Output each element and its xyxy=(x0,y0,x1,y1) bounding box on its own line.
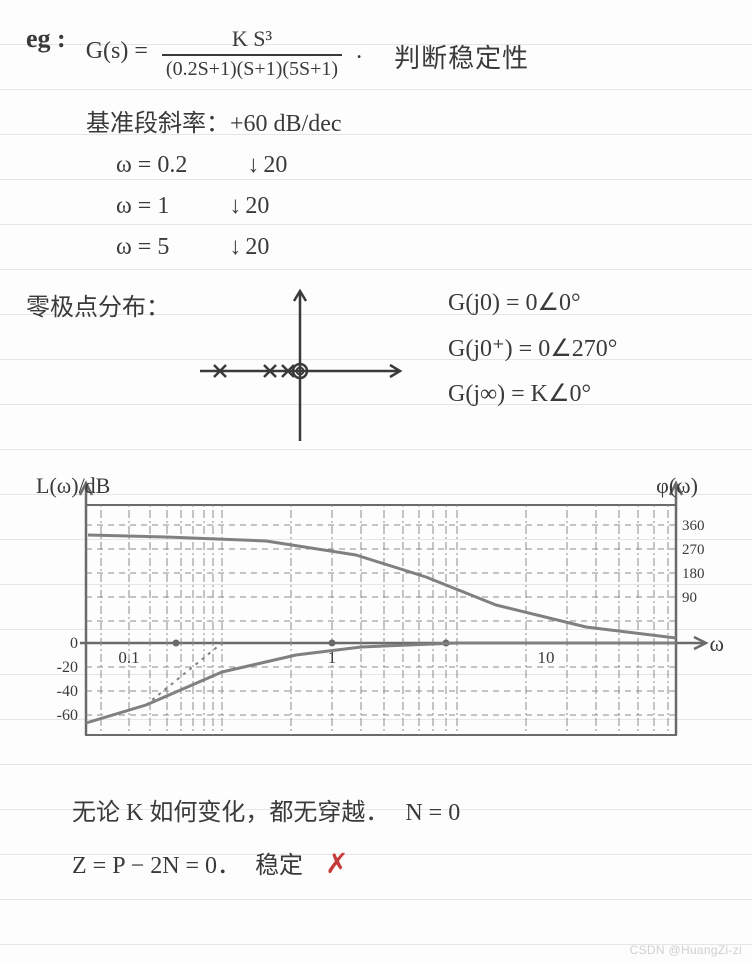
drop-arrow-icon: 20 xyxy=(247,152,287,179)
break-freq-block: ω = 0.2 20 ω = 1 20 ω = 5 20 xyxy=(116,152,726,261)
svg-text:0: 0 xyxy=(70,635,78,652)
svg-text:-40: -40 xyxy=(57,683,78,700)
concl-z: Z = P − 2N = 0． xyxy=(72,853,241,879)
svg-text:180: 180 xyxy=(682,566,705,582)
svg-text:-60: -60 xyxy=(57,707,78,724)
eq-fraction: K S³ (0.2S+1)(S+1)(5S+1) xyxy=(162,26,342,81)
axis-label-omega: ω xyxy=(710,631,724,657)
concl-text: 无论 K 如何变化，都无穿越． xyxy=(72,800,389,826)
break-freq-row: ω = 5 20 xyxy=(116,234,726,261)
g-at-j0: G(j0) = 0∠0° xyxy=(448,281,617,327)
pole-zero-sketch xyxy=(190,281,410,451)
pz-and-gj-row: 零极点分布： G(j0) = 0∠0° G(j0⁺) = 0∠270° G(j∞… xyxy=(26,281,726,451)
drop-arrow-icon: 20 xyxy=(229,193,269,220)
pz-label: 零极点分布： xyxy=(26,287,170,451)
svg-text:1: 1 xyxy=(328,648,337,667)
concl-n: N = 0 xyxy=(405,800,460,826)
svg-text:270: 270 xyxy=(682,542,705,558)
baseline-slope: 基准段斜率：+60 dB/dec xyxy=(86,103,726,138)
svg-text:-20: -20 xyxy=(57,659,78,676)
bode-wrap: L(ω)/dB φ(ω) ω 0 -20 -40 -60 360 270 180 90 0.1 1… xyxy=(26,475,726,765)
axis-label-phase: φ(ω) xyxy=(656,473,698,499)
break-w: ω = 0.2 xyxy=(116,152,187,179)
svg-text:10: 10 xyxy=(538,648,555,667)
drop-arrow-icon: 20 xyxy=(229,234,269,261)
watermark: CSDN @HuangZi-zi xyxy=(630,943,742,957)
break-freq-row: ω = 0.2 20 xyxy=(116,152,726,179)
eq-lhs: G(s) = xyxy=(86,38,148,65)
svg-text:90: 90 xyxy=(682,590,697,606)
g-at-jw-block: G(j0) = 0∠0° G(j0⁺) = 0∠270° G(j∞) = K∠0… xyxy=(448,281,617,451)
g-at-j0plus: G(j0⁺) = 0∠270° xyxy=(448,327,617,373)
equation-row: eg : G(s) = K S³ (0.2S+1)(S+1)(5S+1) . 判… xyxy=(26,24,726,81)
svg-text:360: 360 xyxy=(682,518,705,534)
conclusion-line-1: 无论 K 如何变化，都无穿越． N = 0 xyxy=(72,789,726,837)
break-w: ω = 1 xyxy=(116,193,169,220)
eq-numerator: K S³ xyxy=(226,26,278,54)
bode-plot: 0 -20 -40 -60 360 270 180 90 0.1 1 10 xyxy=(26,475,726,765)
page: eg : G(s) = K S³ (0.2S+1)(S+1)(5S+1) . 判… xyxy=(0,0,752,893)
break-w: ω = 5 xyxy=(116,234,169,261)
axis-label-magnitude: L(ω)/dB xyxy=(36,473,110,499)
concl-stable: 稳定 xyxy=(255,853,303,879)
eg-label: eg : xyxy=(26,24,66,54)
g-at-jinf: G(j∞) = K∠0° xyxy=(448,372,617,418)
red-x-icon: ✗ xyxy=(325,849,348,880)
conclusion-block: 无论 K 如何变化，都无穿越． N = 0 Z = P − 2N = 0． 稳定… xyxy=(72,789,726,893)
conclusion-line-2: Z = P − 2N = 0． 稳定 ✗ xyxy=(72,837,726,893)
eq-dot: . xyxy=(356,38,362,65)
eq-denominator: (0.2S+1)(S+1)(5S+1) xyxy=(162,54,342,81)
judge-stability-label: 判断稳定性 xyxy=(394,38,529,75)
break-freq-row: ω = 1 20 xyxy=(116,193,726,220)
svg-text:0.1: 0.1 xyxy=(118,648,139,667)
